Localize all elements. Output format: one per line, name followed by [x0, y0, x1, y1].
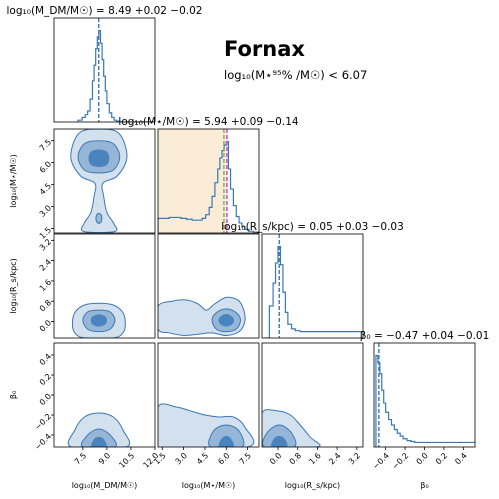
x-tick-label: 3.2	[347, 451, 362, 466]
x-tick-label: 6.0	[216, 451, 231, 466]
y-tick-label: −0.4	[33, 432, 53, 452]
y-tick-label: 0.2	[38, 372, 53, 387]
panel-frame	[53, 17, 156, 123]
contour-panel-mdm-beta	[53, 342, 156, 448]
contour-panel-mdm-rs	[53, 233, 156, 339]
contour-panel-mstar-beta	[157, 342, 260, 448]
y-axis-label-rs: log₁₀(R_s/kpc)	[9, 258, 18, 313]
mstar-limit: log₁₀(M⋆⁹⁵% /M☉) < 6.07	[224, 68, 367, 82]
x-tick-label: −0.4	[371, 451, 391, 471]
x-tick-label: 0.8	[288, 451, 303, 466]
y-tick-label: 3.2	[38, 237, 53, 252]
param-title-beta: β₀ = −0.47 +0.04 −0.01	[360, 330, 490, 342]
hist-panel-rs: log₁₀(R_s/kpc) = 0.05 +0.03 −0.03	[221, 221, 404, 339]
x-tick-label: 10.5	[117, 451, 136, 470]
panel-frame	[157, 342, 260, 448]
param-title-rs: log₁₀(R_s/kpc) = 0.05 +0.03 −0.03	[221, 221, 404, 233]
contour-panel-rs-beta	[261, 342, 364, 448]
contour-panel-mdm-mstar	[53, 128, 156, 234]
panel-frame	[261, 233, 364, 339]
y-tick-label: 1.6	[38, 278, 53, 293]
x-tick-label: 7.5	[238, 451, 253, 466]
y-axis-label-beta: β₀	[9, 391, 18, 399]
y-tick-label: 6.0	[38, 160, 53, 175]
y-tick-label: 3.0	[38, 203, 53, 218]
x-tick-label: 7.5	[73, 451, 88, 466]
y-tick-label: 0.0	[38, 318, 53, 333]
x-tick-label: 4.5	[195, 451, 210, 466]
y-tick-label: 7.5	[38, 138, 53, 153]
y-tick-label: 0.0	[38, 392, 53, 407]
param-title-mdm: log₁₀(M_DM/M☉) = 8.49 +0.02 −0.02	[7, 5, 203, 17]
x-tick-label: −0.2	[390, 451, 410, 471]
panel-frame	[373, 342, 476, 448]
x-axis-label-rs: log₁₀(R_s/kpc)	[285, 481, 340, 490]
y-tick-label: 2.4	[38, 257, 53, 272]
contour-panel-mstar-rs	[157, 233, 260, 339]
panel-frame	[261, 342, 364, 448]
panel-frame	[53, 128, 156, 234]
x-tick-label: 0.0	[268, 451, 283, 466]
contour-level-3	[88, 149, 110, 168]
y-tick-label: 4.5	[38, 181, 53, 196]
y-axis-label-mstar: log₁₀(M⋆/M☉)	[9, 154, 18, 208]
hist-panel-mdm: log₁₀(M_DM/M☉) = 8.49 +0.02 −0.02	[7, 5, 203, 123]
contour-island	[95, 212, 103, 224]
x-tick-label: 2.4	[327, 451, 342, 466]
prior-region	[158, 129, 228, 233]
figure-name: Fornax	[224, 37, 305, 61]
x-axis-label-mstar: log₁₀(M⋆/M☉)	[182, 481, 236, 490]
contour-level-3	[271, 436, 288, 447]
panel-frame	[53, 233, 156, 339]
contour-level-3	[91, 437, 107, 447]
hist-panel-mstar: log₁₀(M⋆/M☉) = 5.94 +0.09 −0.14	[118, 116, 299, 234]
y-tick-label: −0.2	[33, 412, 53, 432]
y-axis-rs: 0.0 0.8 1.6 2.4 3.2 log₁₀(R_s/kpc)	[9, 237, 54, 334]
param-title-mstar: log₁₀(M⋆/M☉) = 5.94 +0.09 −0.14	[118, 116, 298, 128]
x-tick-label: 3.0	[174, 451, 189, 466]
histogram-beta	[375, 354, 475, 447]
histogram-mstar	[158, 140, 259, 233]
panel-frame	[157, 128, 260, 234]
x-tick-label: 9.0	[97, 451, 112, 466]
histogram-mdm	[77, 29, 155, 122]
x-axis-label-beta: β₀	[420, 481, 428, 490]
contour-level-3	[90, 314, 107, 327]
y-tick-label: 0.8	[38, 298, 53, 313]
y-tick-label: 0.4	[38, 352, 53, 367]
histogram-rs	[265, 245, 363, 338]
hist-panel-beta: β₀ = −0.47 +0.04 −0.01	[360, 330, 490, 448]
x-tick-label: 0.2	[434, 451, 449, 466]
x-tick-label: 0.0	[415, 451, 430, 466]
contour-level-3	[218, 436, 235, 447]
x-tick-label: 0.4	[453, 451, 468, 466]
panel-frame	[157, 233, 260, 339]
x-axis-label-mdm: log₁₀(M_DM/M☉)	[72, 481, 138, 490]
x-tick-label: 1.6	[307, 451, 322, 466]
x-axis-beta: −0.4 −0.2 0.0 0.2 0.4 β₀	[371, 447, 469, 490]
y-axis-beta: −0.4−0.2 0.0 0.2 0.4 β₀	[9, 352, 54, 452]
contour-level-3	[218, 313, 235, 327]
x-axis-rs: 0.0 0.8 1.6 2.4 3.2 log₁₀(R_s/kpc)	[268, 447, 362, 490]
